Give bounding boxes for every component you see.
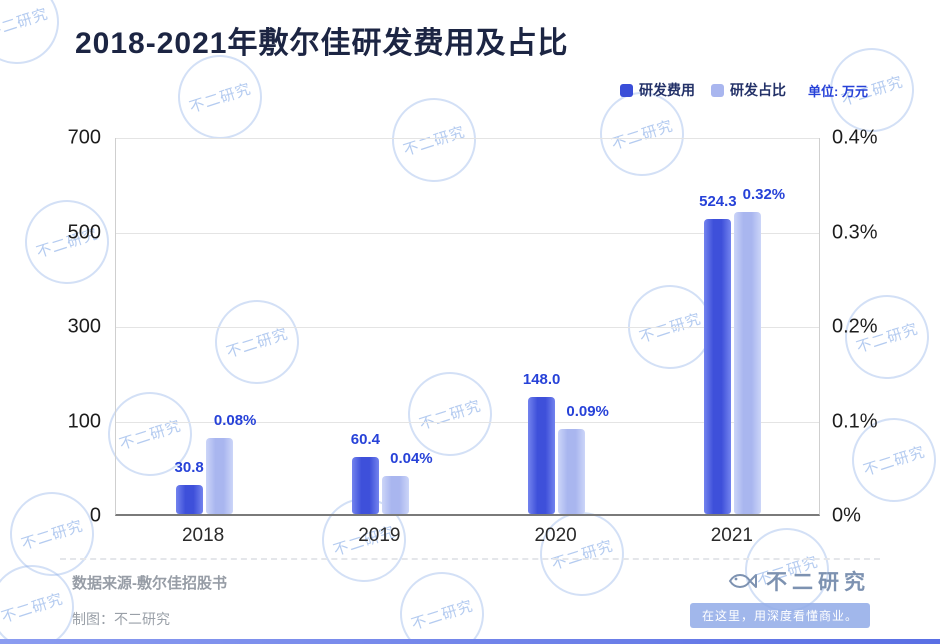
gridline — [116, 327, 819, 328]
brand-fish-icon — [728, 574, 757, 588]
data-source: 数据来源-敷尔佳招股书 — [72, 575, 227, 592]
watermark-stamp: 不二研究 — [389, 561, 495, 644]
bar-ratio-2021: 0.32% — [734, 186, 785, 514]
bar-group-2018: 30.8 0.08% — [144, 412, 264, 514]
chart-credit: 制图：不二研究 — [72, 611, 170, 627]
bar-ratio-2018: 0.08% — [205, 412, 256, 514]
unit-label: 单位: 万元 — [808, 83, 868, 99]
footer-divider — [60, 558, 880, 560]
bottom-accent-bar — [0, 639, 940, 644]
x-axis-label: 2021 — [710, 525, 754, 546]
bar-value-label-ratio: 0.04% — [390, 450, 433, 467]
bar-value-label-ratio: 0.08% — [213, 412, 257, 429]
bar-fee-2020: 148.0 — [523, 371, 560, 514]
y-axis-right-tick: 0.4% — [832, 126, 878, 149]
brand-name: 不二研究 — [766, 571, 870, 594]
bar-chart: 30.8 0.08% 60.4 0.04% 148.0 0.09% 524.3 0.32% 7… — [68, 127, 878, 547]
footer-left: 数据来源-敷尔佳招股书 制图：不二研究 — [72, 572, 227, 629]
legend-swatch-ratio — [711, 83, 725, 97]
bar-group-2020: 148.0 0.09% — [497, 371, 617, 514]
y-axis-right-tick: 0.3% — [832, 221, 878, 243]
brand-row: 不二研究 — [728, 566, 870, 596]
chart-legend: 研发费用 研发占比 单位: 万元 — [620, 80, 868, 100]
x-axis-label: 2020 — [534, 525, 577, 546]
gridline — [116, 421, 819, 423]
bar-ratio-2020: 0.09% — [558, 403, 609, 514]
bar-group-2019: 60.4 0.04% — [320, 431, 440, 514]
y-axis-right-tick: 0% — [832, 504, 861, 527]
y-axis-left-tick: 700 — [67, 126, 101, 149]
legend-item-ratio: 研发占比 — [711, 80, 786, 100]
gridline — [116, 138, 819, 139]
bar-group-2021: 524.3 0.32% — [673, 186, 793, 514]
bar-ratio-2019: 0.04% — [381, 450, 433, 514]
y-axis-right-tick: 0.1% — [832, 410, 878, 432]
bar-fee-2021: 524.3 — [699, 193, 737, 514]
y-axis-right-tick: 0.2% — [832, 315, 878, 338]
bar-fee-2018: 30.8 — [175, 459, 204, 514]
legend-label-fee: 研发费用 — [639, 82, 696, 98]
bar-value-label-fee: 148.0 — [522, 371, 561, 388]
legend-label-ratio: 研发占比 — [730, 82, 787, 98]
plot-area: 30.8 0.08% 60.4 0.04% 148.0 0.09% 524.3 0.32% — [115, 138, 820, 516]
bar-value-label-ratio: 0.32% — [742, 186, 786, 203]
watermark-stamp: 不二研究 — [0, 0, 70, 75]
page-title: 2018-2021年敷尔佳研发费用及占比 — [75, 27, 569, 60]
y-axis-left-tick: 300 — [67, 315, 101, 338]
bar-value-label-fee: 30.8 — [174, 459, 204, 476]
bar-value-label-fee: 60.4 — [350, 431, 380, 448]
x-axis-label: 2019 — [358, 525, 401, 546]
bar-value-label-fee: 524.3 — [699, 193, 737, 210]
y-axis-left-tick: 100 — [67, 410, 101, 432]
x-axis-label: 2018 — [181, 525, 225, 546]
brand-block: 不二研究 在这里，用深度看懂商业。 — [689, 566, 870, 628]
legend-item-fee: 研发费用 — [620, 80, 695, 100]
bar-value-label-ratio: 0.09% — [566, 403, 609, 420]
y-axis-left-tick: 0 — [89, 504, 101, 527]
y-axis-left-tick: 500 — [67, 221, 101, 243]
watermark-stamp: 不二研究 — [529, 501, 635, 607]
legend-swatch-fee — [620, 83, 634, 97]
bar-fee-2019: 60.4 — [351, 431, 380, 514]
brand-slogan: 在这里，用深度看懂商业。 — [689, 603, 870, 628]
gridline — [116, 232, 819, 234]
